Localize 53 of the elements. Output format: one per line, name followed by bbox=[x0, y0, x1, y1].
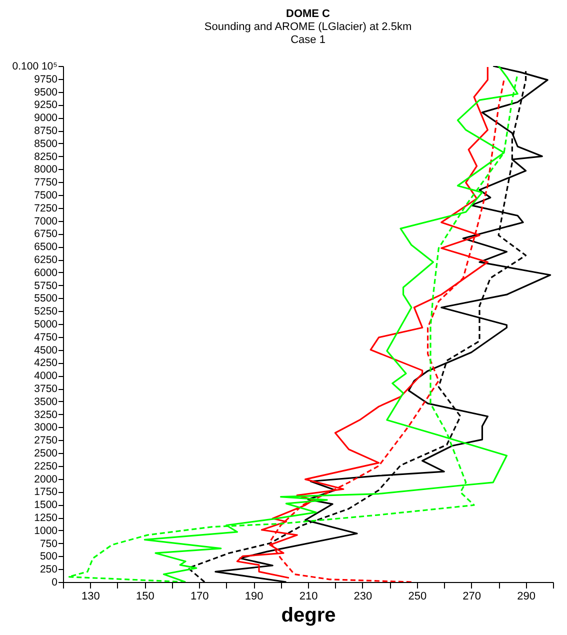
y-tick-label: 0.100 10⁵ bbox=[12, 60, 58, 72]
x-tick-label: 230 bbox=[354, 590, 372, 602]
x-axis-title: degre bbox=[281, 604, 336, 626]
y-tick-label: 6750 bbox=[34, 228, 58, 240]
y-tick-label: 9000 bbox=[34, 112, 58, 124]
x-tick-label: 210 bbox=[299, 590, 318, 602]
chart-subtitle: Sounding and AROME (LGlacier) at 2.5km Case 1 bbox=[204, 21, 412, 46]
y-tick-label: 6500 bbox=[34, 241, 58, 254]
x-tick-label: 250 bbox=[408, 590, 427, 602]
y-tick-label: 7750 bbox=[34, 176, 58, 189]
y-tick-label: 4500 bbox=[34, 344, 58, 356]
y-tick-label: 4750 bbox=[34, 331, 58, 344]
y-tick-label: 1000 bbox=[34, 524, 58, 537]
y-tick-label: 1750 bbox=[34, 486, 58, 498]
y-tick-label: 1250 bbox=[34, 512, 58, 524]
y-tick-label: 2250 bbox=[34, 460, 58, 472]
x-tick-label: 190 bbox=[244, 590, 264, 602]
y-tick-label: 3000 bbox=[34, 422, 58, 434]
y-tick-label: 9250 bbox=[34, 99, 58, 112]
x-tick-label: 270 bbox=[462, 590, 482, 602]
y-tick-label: 7250 bbox=[34, 202, 58, 214]
x-tick-label: 150 bbox=[136, 590, 154, 602]
y-tick-label: 3500 bbox=[34, 396, 58, 408]
y-tick-label: 5500 bbox=[34, 292, 58, 305]
y-tick-label: 5000 bbox=[34, 318, 58, 330]
y-tick-label: 3750 bbox=[34, 383, 58, 395]
y-tick-label: 9500 bbox=[34, 86, 58, 98]
y-tick-label: 7500 bbox=[34, 190, 58, 202]
x-tick-label: 290 bbox=[517, 590, 536, 602]
y-tick-label: 500 bbox=[40, 550, 58, 563]
x-tick-label: 130 bbox=[82, 590, 100, 602]
y-tick-label: 4250 bbox=[34, 357, 58, 370]
y-tick-label: 2750 bbox=[34, 434, 58, 447]
y-tick-label: 4000 bbox=[34, 370, 58, 382]
chart-title: DOME C bbox=[286, 8, 330, 20]
y-tick-label: 8000 bbox=[34, 164, 58, 176]
y-tick-label: 2500 bbox=[34, 448, 58, 460]
y-tick-label: 6000 bbox=[34, 266, 58, 279]
y-tick-label: 0 bbox=[52, 576, 58, 588]
y-tick-label: 1500 bbox=[34, 499, 58, 512]
y-tick-label: 250 bbox=[40, 564, 58, 576]
y-tick-label: 9750 bbox=[34, 73, 58, 86]
y-tick-label: 8500 bbox=[34, 138, 58, 150]
y-tick-label: 5250 bbox=[34, 306, 58, 318]
y-tick-label: 2000 bbox=[34, 473, 58, 486]
y-tick-label: 7000 bbox=[34, 215, 58, 228]
y-tick-label: 6250 bbox=[34, 254, 58, 266]
y-tick-label: 8750 bbox=[34, 125, 58, 137]
y-tick-label: 8250 bbox=[34, 150, 58, 163]
y-tick-label: 5750 bbox=[34, 280, 58, 292]
y-tick-label: 3250 bbox=[34, 408, 58, 421]
y-tick-label: 750 bbox=[40, 538, 58, 550]
x-tick-label: 170 bbox=[190, 590, 209, 602]
